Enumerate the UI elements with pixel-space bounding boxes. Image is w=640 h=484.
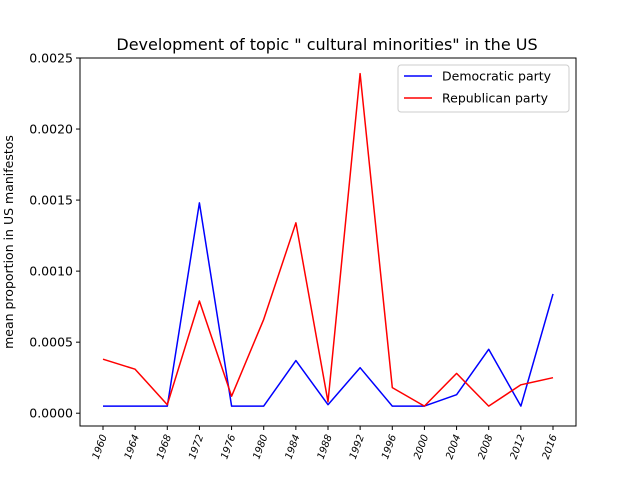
y-tick-label: 0.0015 <box>29 193 73 208</box>
y-tick-label: 0.0025 <box>29 51 73 66</box>
y-tick-label: 0.0000 <box>29 406 73 421</box>
y-tick-label: 0.0005 <box>29 335 73 350</box>
series-line-0 <box>103 202 554 407</box>
y-axis-label: mean proportion in US manifestos <box>1 135 16 349</box>
y-tick-label: 0.0010 <box>29 264 73 279</box>
chart-title: Development of topic " cultural minoriti… <box>116 35 537 54</box>
legend: Democratic party Republican party <box>397 64 570 113</box>
legend-box <box>397 64 570 113</box>
series-line-1 <box>102 72 554 407</box>
legend-label: Democratic party <box>442 69 552 84</box>
y-tick-label: 0.0020 <box>29 122 73 137</box>
legend-label: Republican party <box>442 91 549 106</box>
